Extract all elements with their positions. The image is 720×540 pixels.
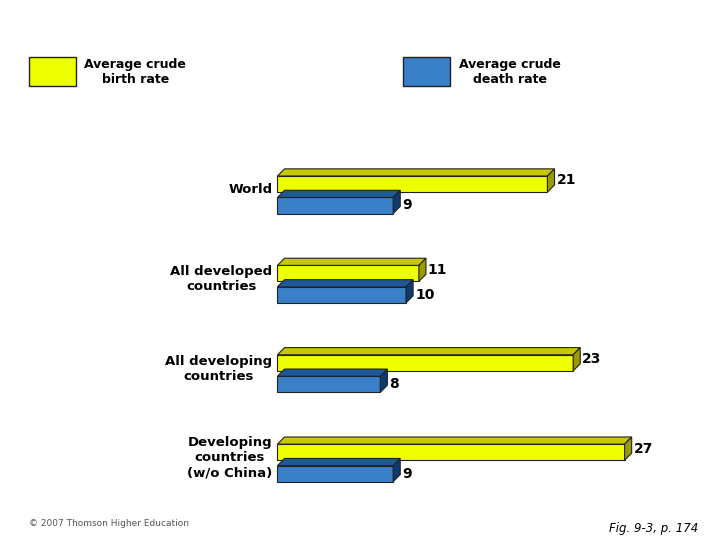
Polygon shape	[277, 190, 400, 198]
Polygon shape	[406, 280, 413, 303]
Polygon shape	[277, 176, 547, 192]
Polygon shape	[277, 348, 580, 355]
Text: Fig. 9-3, p. 174: Fig. 9-3, p. 174	[609, 522, 698, 535]
Text: 27: 27	[634, 442, 653, 456]
Polygon shape	[277, 280, 413, 287]
Text: © 2007 Thomson Higher Education: © 2007 Thomson Higher Education	[29, 519, 189, 529]
Polygon shape	[277, 169, 554, 176]
Polygon shape	[547, 169, 554, 192]
Polygon shape	[393, 458, 400, 482]
Polygon shape	[380, 369, 387, 392]
Text: Average crude
death rate: Average crude death rate	[459, 58, 560, 85]
Text: 8: 8	[390, 377, 399, 392]
Polygon shape	[277, 444, 624, 460]
Polygon shape	[277, 437, 631, 444]
Text: Developing
countries
(w/o China): Developing countries (w/o China)	[187, 436, 272, 480]
Text: 21: 21	[557, 173, 576, 187]
Polygon shape	[277, 376, 380, 392]
Polygon shape	[277, 355, 573, 371]
Polygon shape	[277, 465, 393, 482]
Text: All developing
countries: All developing countries	[165, 355, 272, 383]
Polygon shape	[573, 348, 580, 371]
Polygon shape	[277, 258, 426, 265]
Text: World: World	[228, 184, 272, 197]
Text: All developed
countries: All developed countries	[170, 265, 272, 293]
Polygon shape	[277, 369, 387, 376]
Text: 10: 10	[415, 288, 434, 302]
Text: 11: 11	[428, 263, 447, 277]
Text: Average crude
birth rate: Average crude birth rate	[84, 58, 186, 85]
Text: 9: 9	[402, 467, 412, 481]
Polygon shape	[624, 437, 631, 460]
Polygon shape	[277, 287, 406, 303]
Polygon shape	[393, 190, 400, 213]
Polygon shape	[277, 265, 419, 281]
Text: 9: 9	[402, 199, 412, 213]
Polygon shape	[277, 458, 400, 465]
Text: 23: 23	[582, 352, 601, 366]
Polygon shape	[419, 258, 426, 281]
Polygon shape	[277, 198, 393, 213]
